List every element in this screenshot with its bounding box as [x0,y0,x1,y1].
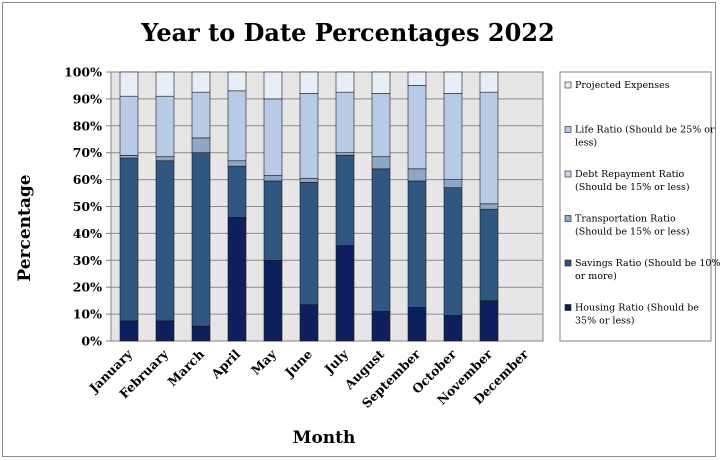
bar-segment [443,315,463,342]
x-tick-label: June [281,346,315,380]
bar-segment [263,175,283,182]
bar-segment [407,71,427,86]
bar-segment [263,71,283,100]
y-tick-label: 10% [73,307,102,322]
y-tick-label: 20% [73,280,102,295]
bar-segment [335,91,355,154]
bar-segment [443,71,463,94]
x-tick-label: July [321,346,352,377]
bar-segment [479,71,499,93]
legend-swatch [564,81,572,89]
bar-segment [299,177,319,183]
y-tick-labels: 0% 10% 20% 30% 40% 50% 60% 70% 80% 90% 100% [64,65,102,349]
bar-segment [155,160,175,322]
bar-segment [479,300,499,342]
gridlines [106,71,543,342]
y-tick-label: 80% [73,118,102,133]
bar-segment [263,180,283,261]
bar-segment [155,320,175,342]
bar-segment [299,304,319,342]
bar-segment [479,91,499,205]
bars [119,71,499,342]
bar-segment [443,93,463,180]
bar-segment [299,71,319,94]
bar-segment [119,320,139,342]
x-tick-label: May [248,346,280,378]
bar-segment [479,208,499,301]
legend-swatch [564,304,572,311]
bar-segment [263,259,283,342]
bar-segment [191,71,211,93]
bar-segment [227,160,247,167]
legend-label: Transportation Ratio (Should be 15% or le… [575,214,690,238]
bar-segment [335,155,355,246]
bar-segment [191,152,211,327]
legend-swatch [564,170,572,178]
legend-box [559,71,712,342]
x-tick-label: March [165,347,208,390]
bar-segment [443,179,463,188]
bar-segment [119,157,139,322]
bar-segment [443,187,463,316]
bar-segment [335,152,355,156]
legend-swatch [564,126,572,133]
legend-label: Savings Ratio (Should be 10% or more) [575,258,720,282]
bar-segment [335,245,355,342]
legend-label: Housing Ratio (Should be 35% or less) [575,303,699,327]
legend: Projected Expenses Life Ratio (Should be … [564,80,720,327]
legend-label: Projected Expenses [575,80,670,91]
bar-segment [191,91,211,139]
bar-segment [227,90,247,162]
bar-segment [299,93,319,179]
bar-segment [407,307,427,342]
bar-segment [119,155,139,159]
legend-swatch [564,259,572,267]
bar-segment [263,98,283,176]
bar-segment [191,137,211,153]
y-tick-label: 40% [73,226,102,241]
legend-label: Life Ratio (Should be 25% or less) [575,125,715,149]
bar-segment [155,95,175,158]
bar-segment [371,93,391,158]
y-tick-label: 70% [73,145,102,160]
bar-segment [155,156,175,162]
bar-segment [227,216,247,342]
y-tick-label: 60% [73,172,102,187]
bar-segment [227,165,247,218]
legend-label: Debt Repayment Ratio (Should be 15% or le… [575,169,690,193]
bar-segment [371,168,391,312]
y-tick-label: 100% [64,65,102,80]
bar-segment [371,311,391,342]
y-tick-label: 90% [73,91,102,106]
bar-segment [155,71,175,97]
bar-segment [407,85,427,170]
bar-segment [407,180,427,308]
chart-title: Year to Date Percentages 2022 [140,18,554,47]
legend-swatch [564,215,572,222]
bar-segment [407,168,427,182]
x-tick-label: April [207,346,243,382]
bar-segment [299,181,319,305]
bar-segment [479,203,499,210]
bar-segment [335,71,355,93]
bar-segment [371,71,391,94]
bar-segment [191,325,211,342]
y-axis-title: Percentage [15,174,35,281]
bar-segment [119,71,139,97]
bar-segment [119,95,139,156]
y-tick-label: 30% [73,253,102,268]
bar-segment [227,71,247,92]
bar-segment [371,156,391,170]
y-tick-label: 0% [81,334,102,349]
x-axis-title: Month [293,428,356,448]
y-tick-label: 50% [73,199,102,214]
